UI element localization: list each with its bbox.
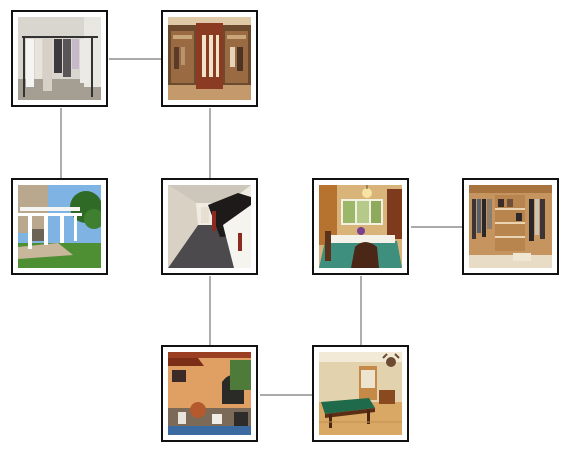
courtyard-patio-icon [168,352,251,435]
billiard-room-icon [319,352,402,435]
node-billiard-room[interactable] [312,345,409,442]
closet-shelving-icon [469,185,552,268]
node-walk-in-closet[interactable] [161,10,258,107]
node-dining-room[interactable] [312,178,409,275]
clothing-rack-icon [18,17,101,100]
node-closet-shelving[interactable] [462,178,559,275]
hallway-icon [168,185,251,268]
node-hallway[interactable] [161,178,258,275]
pergola-icon [18,185,101,268]
dining-room-icon [319,185,402,268]
node-courtyard-patio[interactable] [161,345,258,442]
node-pergola[interactable] [11,178,108,275]
walk-in-closet-icon [168,17,251,100]
node-clothing-rack[interactable] [11,10,108,107]
